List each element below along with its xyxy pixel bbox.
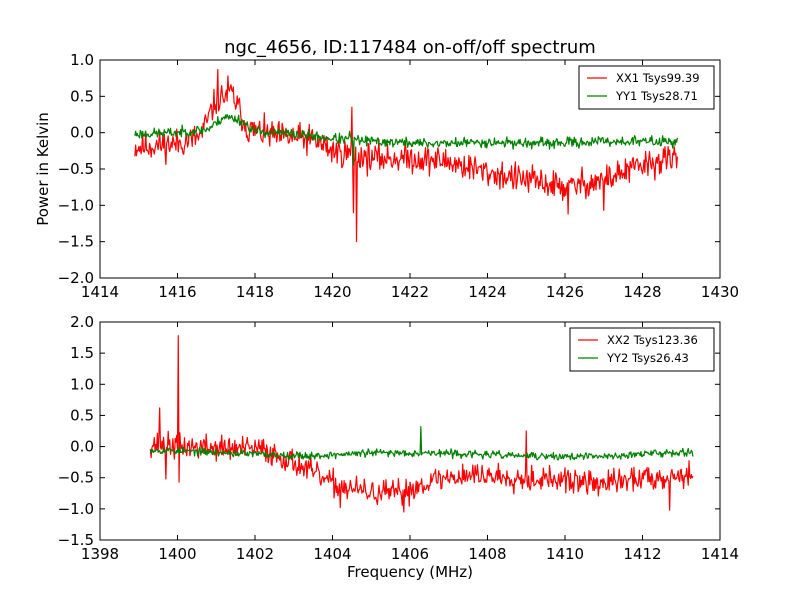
x-tick-label: 1408 xyxy=(468,545,506,563)
series-line-2 xyxy=(149,426,694,461)
y-tick-label: −2.0 xyxy=(58,269,94,287)
x-tick-label: 1426 xyxy=(546,283,584,301)
x-tick-label: 1430 xyxy=(701,283,739,301)
x-axis-label: Frequency (MHz) xyxy=(347,563,473,581)
x-tick-label: 1406 xyxy=(391,545,429,563)
legend-entry: YY2 Tsys26.43 xyxy=(606,351,689,365)
y-tick-label: 0.0 xyxy=(70,438,94,456)
y-tick-label: −0.5 xyxy=(58,160,94,178)
x-tick-label: 1410 xyxy=(546,545,584,563)
x-tick-label: 1422 xyxy=(391,283,429,301)
y-tick-label: 1.0 xyxy=(70,51,94,69)
y-tick-label: 1.5 xyxy=(70,344,94,362)
chart-title: ngc_4656, ID:117484 on-off/off spectrum xyxy=(224,37,596,58)
x-tick-label: 1402 xyxy=(236,545,274,563)
y-tick-label: 2.0 xyxy=(70,313,94,331)
y-tick-label: 0.0 xyxy=(70,124,94,142)
legend-box xyxy=(578,65,715,110)
x-tick-label: 1412 xyxy=(623,545,661,563)
y-tick-label: 1.0 xyxy=(70,375,94,393)
legend-entry: YY1 Tsys28.71 xyxy=(615,89,698,103)
x-tick-label: 1416 xyxy=(158,283,196,301)
y-axis-label: Power in Kelvin xyxy=(34,112,52,226)
x-tick-label: 1398 xyxy=(81,545,119,563)
legend-entry: XX1 Tsys99.39 xyxy=(616,71,700,85)
y-tick-label: 0.5 xyxy=(70,406,94,424)
y-tick-label: −1.5 xyxy=(58,233,94,251)
y-tick-label: −1.0 xyxy=(58,196,94,214)
x-tick-label: 1400 xyxy=(158,545,196,563)
series-line-1 xyxy=(134,68,678,243)
x-tick-label: 1414 xyxy=(701,545,739,563)
x-tick-label: 1428 xyxy=(623,283,661,301)
y-tick-label: −0.5 xyxy=(58,469,94,487)
x-tick-label: 1424 xyxy=(468,283,506,301)
legend-box xyxy=(569,327,715,372)
x-tick-label: 1404 xyxy=(313,545,351,563)
legend-entry: XX2 Tsys123.36 xyxy=(607,333,698,347)
y-tick-label: 0.5 xyxy=(70,87,94,105)
x-tick-label: 1420 xyxy=(313,283,351,301)
bottom-spectrum-panel: Frequency (MHz) 1398 1400 1402 1404 1406 1408… xyxy=(58,313,740,581)
y-tick-label: −1.0 xyxy=(58,500,94,518)
x-tick-label: 1418 xyxy=(236,283,274,301)
top-spectrum-panel: ngc_4656, ID:117484 on-off/off spectrum … xyxy=(34,37,739,301)
series-line-2 xyxy=(134,113,678,166)
y-tick-label: −1.5 xyxy=(58,531,94,549)
x-tick-label: 1414 xyxy=(81,283,119,301)
